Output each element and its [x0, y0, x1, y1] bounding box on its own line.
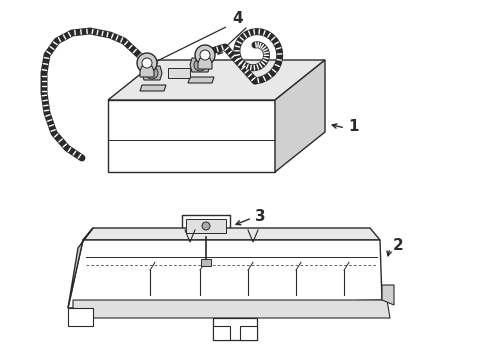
- Circle shape: [137, 53, 157, 73]
- Polygon shape: [213, 326, 230, 340]
- Polygon shape: [168, 68, 190, 78]
- Polygon shape: [198, 58, 212, 69]
- Circle shape: [194, 59, 206, 71]
- Polygon shape: [108, 60, 325, 100]
- Polygon shape: [68, 228, 93, 308]
- Polygon shape: [240, 326, 257, 340]
- Polygon shape: [188, 77, 214, 83]
- Circle shape: [200, 50, 210, 60]
- Polygon shape: [382, 285, 394, 305]
- Polygon shape: [68, 240, 382, 308]
- Text: 2: 2: [393, 239, 404, 253]
- Text: 3: 3: [255, 208, 266, 224]
- Circle shape: [142, 58, 152, 68]
- Polygon shape: [190, 58, 210, 72]
- Circle shape: [146, 67, 158, 79]
- Polygon shape: [68, 308, 93, 326]
- Polygon shape: [201, 259, 211, 266]
- Circle shape: [202, 222, 210, 230]
- Polygon shape: [140, 66, 154, 77]
- Polygon shape: [140, 85, 166, 91]
- Polygon shape: [182, 215, 230, 237]
- Polygon shape: [142, 66, 162, 80]
- Polygon shape: [73, 300, 390, 318]
- Text: 1: 1: [348, 118, 359, 134]
- Polygon shape: [275, 60, 325, 172]
- Polygon shape: [108, 100, 275, 172]
- Polygon shape: [186, 219, 226, 233]
- Polygon shape: [83, 228, 380, 240]
- Circle shape: [195, 45, 215, 65]
- Text: 4: 4: [233, 10, 244, 26]
- Polygon shape: [213, 318, 257, 340]
